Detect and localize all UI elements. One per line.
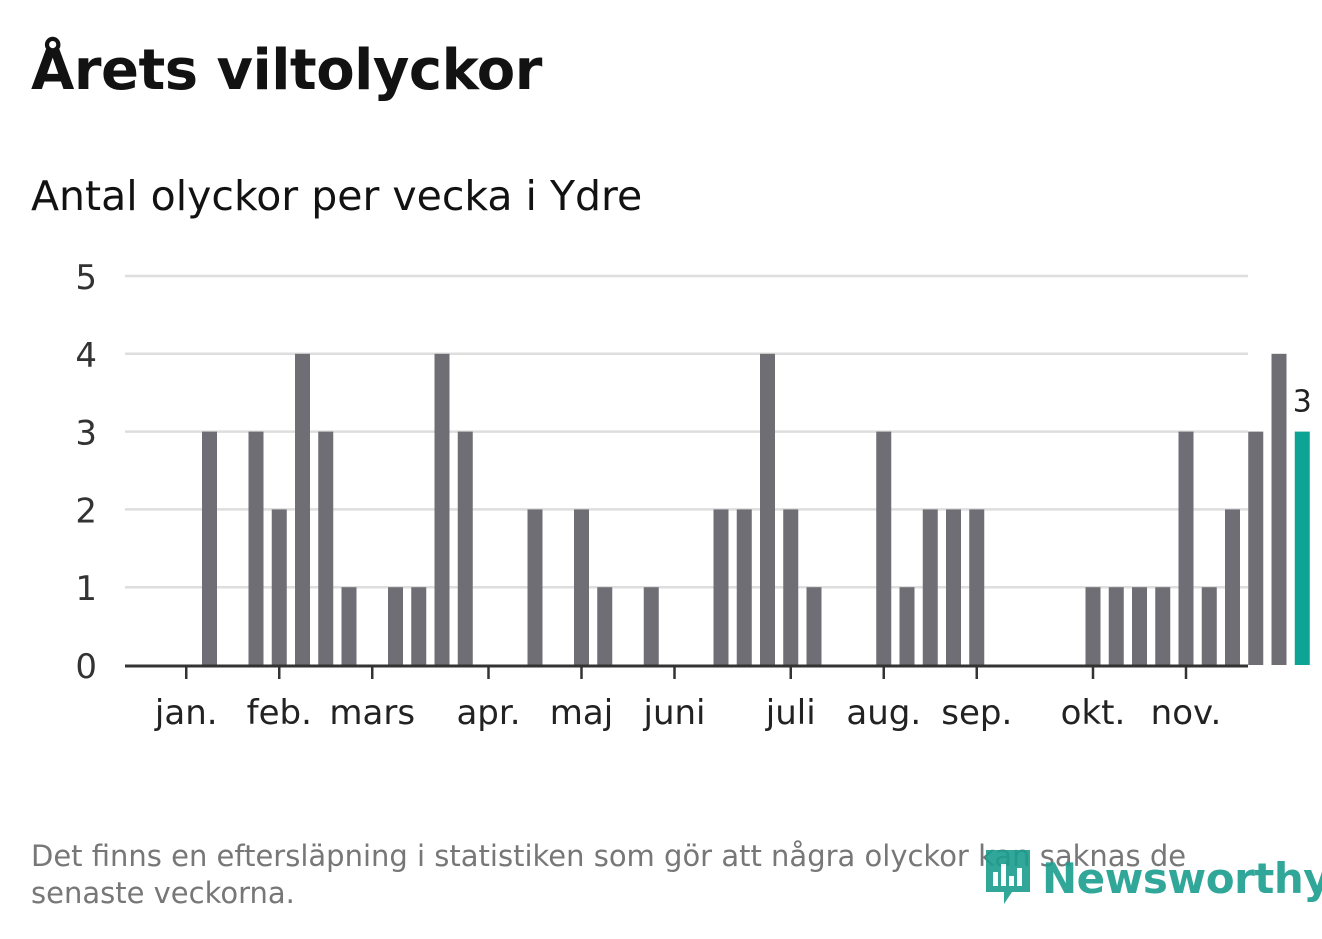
x-tick-label: apr. (456, 693, 520, 733)
bar (876, 431, 892, 665)
chart-subtitle: Antal olyckor per vecka i Ydre (31, 172, 643, 220)
bar (760, 353, 775, 665)
y-tick-label: 5 (75, 258, 97, 298)
newsworthy-chat-bars-icon (986, 850, 1030, 904)
bar (411, 587, 427, 665)
x-tick-label: jan. (154, 693, 218, 733)
bar (574, 509, 589, 665)
x-tick-label: okt. (1061, 693, 1126, 733)
bar (434, 353, 450, 665)
bar (783, 509, 799, 665)
bar (643, 587, 659, 665)
bars (202, 353, 1310, 665)
grid-lines (125, 274, 1248, 589)
bar (713, 509, 729, 665)
bar (1132, 587, 1147, 665)
x-tick-label: sep. (941, 693, 1012, 733)
bar (597, 587, 613, 665)
x-tick-label: aug. (846, 693, 921, 733)
bar (295, 353, 310, 665)
bar (1271, 353, 1287, 665)
bar (969, 509, 985, 665)
brand-name: Newsworthy (1042, 853, 1322, 903)
chart-title: Årets viltolyckor (31, 38, 542, 103)
y-tick-label: 3 (75, 414, 97, 454)
bar (202, 431, 217, 665)
x-tick-label: feb. (247, 693, 312, 733)
bar (527, 509, 543, 665)
bar (457, 431, 473, 665)
x-tick-label: juni (643, 693, 706, 733)
bar (946, 509, 961, 665)
bar (1085, 587, 1101, 665)
y-tick-label: 1 (75, 569, 97, 609)
y-tick-label: 2 (75, 491, 97, 531)
bar (271, 509, 287, 665)
bar (922, 509, 938, 665)
labels: 0 1 2 3 4 5 3 jan. feb. mars apr. maj juni juli aug. se… (75, 258, 1311, 733)
bar (388, 587, 403, 665)
bar (736, 509, 752, 665)
newsworthy-logo[interactable]: Newsworthy (982, 846, 1322, 910)
bar (1201, 587, 1217, 665)
bar-highlight (1294, 431, 1310, 665)
bar (318, 431, 334, 665)
bar (1178, 431, 1194, 665)
bar (248, 431, 264, 665)
bar (1248, 431, 1264, 665)
bar (341, 587, 357, 665)
bar (1108, 587, 1124, 665)
x-tick-label: juli (765, 693, 816, 733)
y-tick-label: 0 (75, 647, 97, 687)
x-tick-label: maj (550, 693, 613, 733)
data-label-highlight: 3 (1293, 385, 1312, 420)
axes (125, 664, 1248, 679)
x-tick-label: mars (329, 693, 415, 733)
x-tick-label: nov. (1151, 693, 1222, 733)
bar (806, 587, 822, 665)
bar (1225, 509, 1240, 665)
y-tick-label: 4 (75, 336, 97, 376)
bar (899, 587, 915, 665)
bar (1155, 587, 1171, 665)
